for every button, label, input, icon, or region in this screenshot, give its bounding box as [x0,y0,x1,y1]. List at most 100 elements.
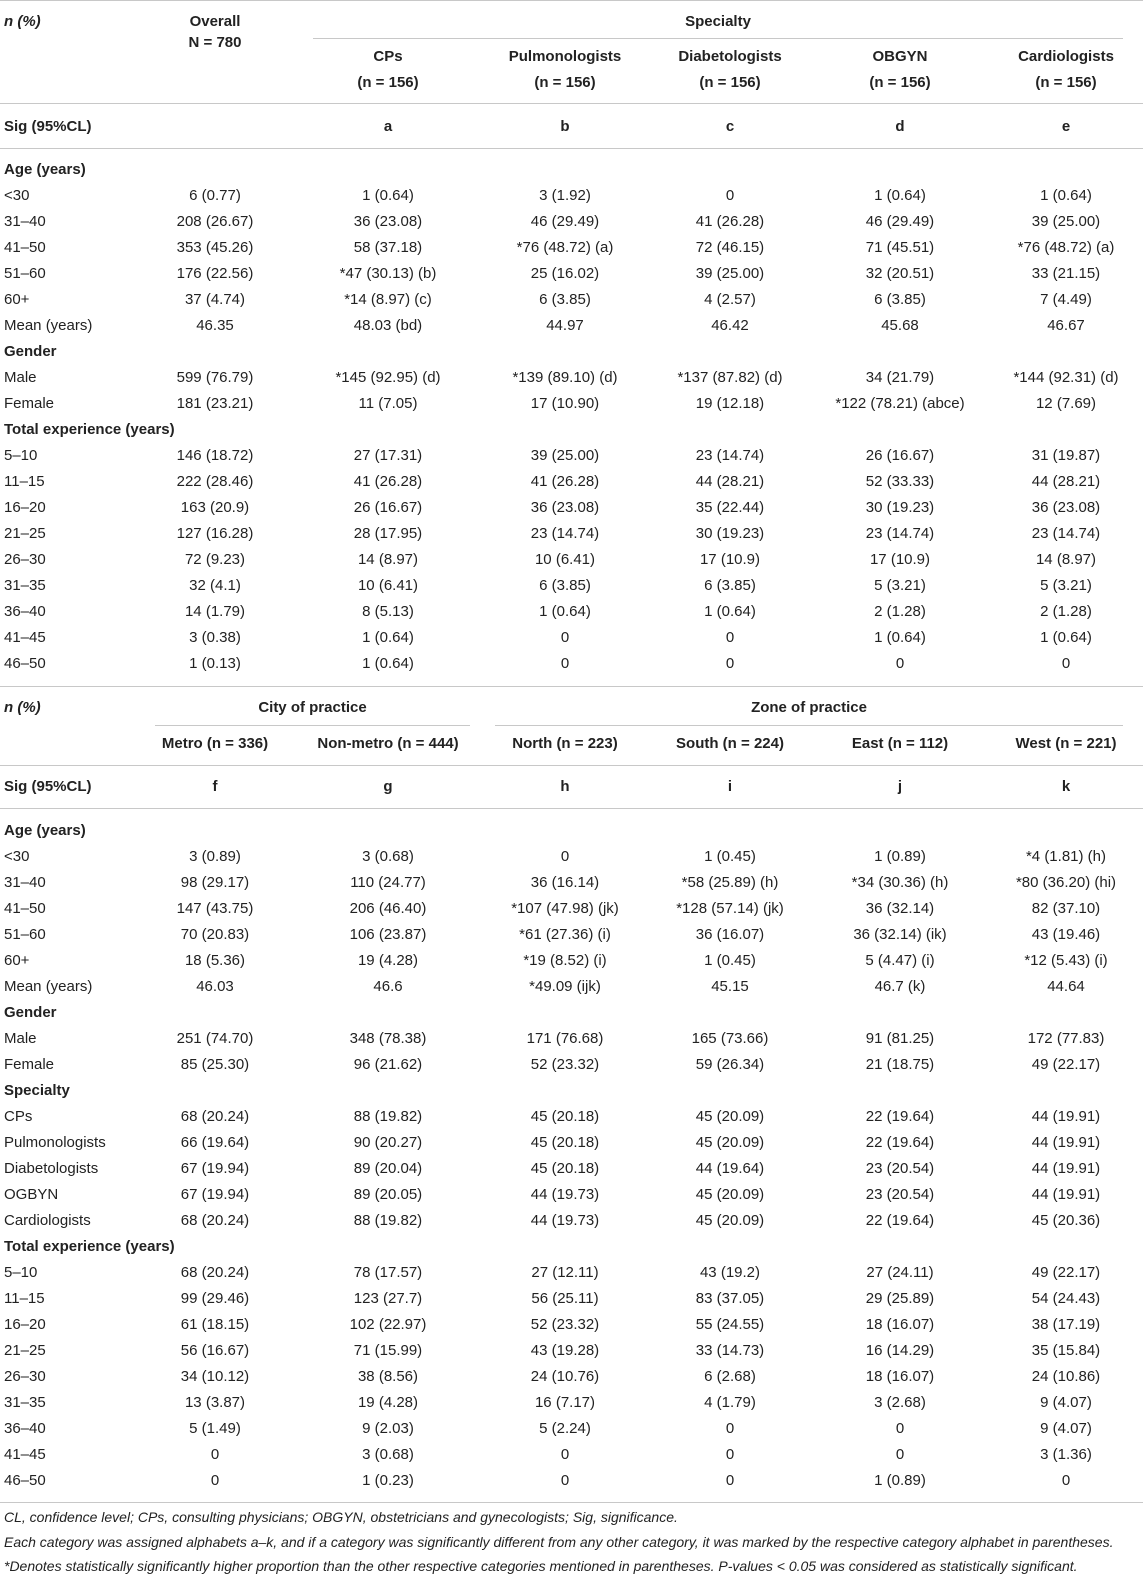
cell: 46.03 [196,978,234,995]
cell: 45 (20.36) [1031,1212,1101,1229]
row-label: 60+ [4,291,30,308]
cell: 0 [725,1472,735,1489]
cell: *14 (8.97) (c) [344,291,432,308]
cell: 44 (19.64) [695,1160,765,1177]
row-label: <30 [4,848,30,865]
sig-letter: h [560,778,570,795]
cell: 172 (77.83) [1027,1030,1105,1047]
cell: 71 (15.99) [353,1342,423,1359]
cell: 31 (19.87) [1031,447,1101,464]
column-header: Diabetologists [678,48,782,65]
cell: 4 (2.57) [704,291,756,308]
cell: 45 (20.09) [695,1186,765,1203]
cell: 52 (33.33) [865,473,935,490]
cell: 67 (19.94) [180,1186,250,1203]
cell: 23 (14.74) [695,447,765,464]
column-header: Pulmonologists [508,48,622,65]
row-label: 31–35 [4,1394,46,1411]
row-label: 21–25 [4,525,46,542]
cell: 46.42 [711,317,749,334]
cell: 99 (29.46) [180,1290,250,1307]
cell: 88 (19.82) [353,1212,423,1229]
cell: 36 (23.08) [530,499,600,516]
column-n: (n = 156) [534,74,596,91]
rule [495,725,1123,726]
cell: 6 (3.85) [874,291,926,308]
cell: 27 (24.11) [866,1264,934,1281]
row-label: 5–10 [4,447,38,464]
row-label: 46–50 [4,1472,46,1489]
cell: 19 (4.28) [357,1394,419,1411]
column-n: (n = 156) [1035,74,1097,91]
cell: 0 [725,1446,735,1463]
cell: 5 (3.21) [1040,577,1092,594]
cell: 89 (20.05) [353,1186,423,1203]
cell: 49 (22.17) [1031,1264,1101,1281]
cell: *139 (89.10) (d) [512,369,618,386]
row-label: 46–50 [4,655,46,672]
cell: 24 (10.76) [530,1368,600,1385]
cell: 96 (21.62) [353,1056,423,1073]
cell: 9 (2.03) [362,1420,414,1437]
column-n: (n = 156) [699,74,761,91]
row-label: Mean (years) [4,978,93,995]
cell: 11 (7.05) [358,395,418,412]
cell: 44.64 [1047,978,1085,995]
cell: 146 (18.72) [176,447,254,464]
row-label: Diabetologists [4,1160,99,1177]
rule [0,765,1143,766]
cell: *144 (92.31) (d) [1013,369,1119,386]
cell: 3 (0.38) [189,629,241,646]
cell: 8 (5.13) [362,603,414,620]
cell: *47 (30.13) (b) [339,265,437,282]
cell: 49 (22.17) [1031,1056,1101,1073]
rule [313,38,1123,39]
row-label: Male [4,369,37,386]
cell: 39 (25.00) [530,447,600,464]
cell: 44 (19.73) [530,1186,600,1203]
cell: 6 (2.68) [704,1368,756,1385]
column-header: East (n = 112) [851,735,949,752]
cell: 3 (0.68) [362,848,414,865]
sig-letter: k [1061,778,1071,795]
cell: 1 (0.89) [874,1472,926,1489]
cell: 1 (0.64) [1040,187,1092,204]
row-label: 26–30 [4,1368,46,1385]
section-title: Age (years) [4,822,86,839]
cell: 67 (19.94) [180,1160,250,1177]
cell: 17 (10.90) [530,395,600,412]
rule [0,1502,1143,1503]
cell: 43 (19.28) [530,1342,600,1359]
cell: 46 (29.49) [530,213,600,230]
cell: 44 (19.91) [1031,1186,1101,1203]
cell: 52 (23.32) [530,1316,600,1333]
cell: 33 (21.15) [1031,265,1101,282]
row-label: 5–10 [4,1264,38,1281]
cell: 44 (28.21) [1031,473,1101,490]
section-title: Total experience (years) [4,421,175,438]
cell: *76 (48.72) (a) [516,239,614,256]
cell: *76 (48.72) (a) [1017,239,1115,256]
cell: 0 [560,848,570,865]
cell: 4 (1.79) [704,1394,756,1411]
cell: 1 (0.45) [704,952,756,969]
cell: 46.7 (k) [874,978,926,995]
cell: *80 (36.20) (hi) [1015,874,1117,891]
cell: 14 (8.97) [1035,551,1097,568]
sig-letter: f [212,778,218,795]
cell: 6 (0.77) [189,187,241,204]
stub-header: n (%) [4,13,41,30]
cell: 0 [725,187,735,204]
cell: 36 (23.08) [1031,499,1101,516]
cell: 41 (26.28) [695,213,765,230]
cell: 251 (74.70) [176,1030,254,1047]
cell: 23 (20.54) [865,1160,935,1177]
column-header: OBGYN [872,48,928,65]
cell: 36 (16.14) [530,874,600,891]
row-label: Mean (years) [4,317,93,334]
cell: 0 [725,629,735,646]
cell: 22 (19.64) [865,1134,935,1151]
cell: 22 (19.64) [865,1212,935,1229]
cell: 59 (26.34) [695,1056,765,1073]
cell: 46.67 [1047,317,1085,334]
